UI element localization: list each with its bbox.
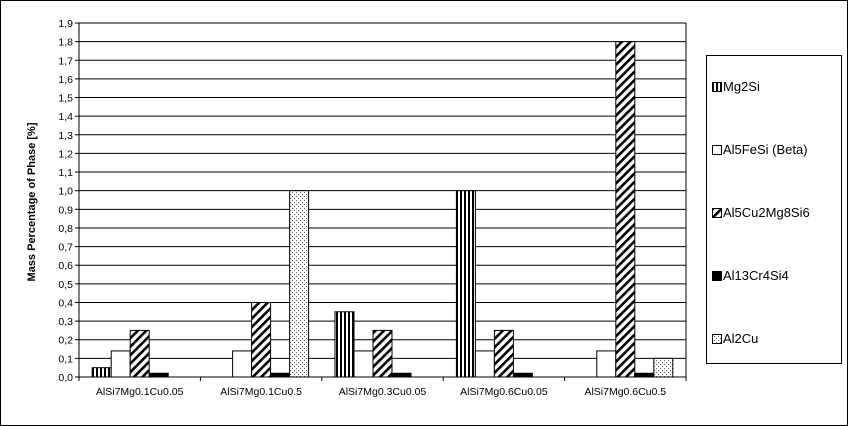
y-tick-label: 1,3: [58, 130, 73, 142]
y-tick-label: 1,7: [58, 55, 73, 67]
legend-label: Al13Cr4Si4: [723, 268, 789, 283]
bar-mg2si: [91, 367, 112, 378]
x-tick-label: AlSi7Mg0.3Cu0.05: [339, 386, 427, 398]
y-tick-label: 1,2: [58, 148, 73, 160]
bar-al13cr4si4: [148, 372, 169, 378]
bars: [91, 41, 674, 378]
legend-item: Al2Cu: [712, 331, 758, 346]
bar-al2cu: [653, 357, 674, 378]
y-tick-label: 1,9: [58, 18, 73, 30]
y-tick-labels: 0,0 0,1 0,2 0,3 0,4 0,5 0,6 0,7 0,8 0,9 1,0 1,1 1,2 1…: [58, 18, 73, 384]
y-tick-label: 1,8: [58, 37, 73, 49]
y-tick-label: 0,5: [58, 279, 73, 291]
y-tick-label: 1,4: [58, 111, 73, 123]
bar-al5fesi-beta: [596, 350, 617, 378]
bar-al5fesi-beta: [110, 350, 131, 378]
bar-al5fesi-beta: [353, 350, 374, 378]
y-tick-label: 0,4: [58, 297, 73, 309]
y-tick-label: 1,0: [58, 186, 73, 198]
legend-swatch: [712, 207, 722, 218]
y-tick-label: 0,8: [58, 223, 73, 235]
x-tick-label: AlSi7Mg0.6Cu0.5: [584, 386, 666, 398]
y-tick-label: 0,7: [58, 242, 73, 254]
legend-label: Mg2Si: [723, 79, 760, 94]
legend-item: Al13Cr4Si4: [712, 268, 789, 283]
bar-al5cu2mg8si6: [129, 329, 150, 378]
legend: Mg2Si Al5FeSi (Beta) Al5Cu2Mg8Si6 Al13Cr4Si…: [706, 55, 842, 364]
y-tick-label: 0,6: [58, 260, 73, 272]
y-tick-label: 1,6: [58, 74, 73, 86]
bar-al5fesi-beta: [232, 350, 253, 378]
legend-swatch: [712, 333, 722, 344]
y-tick-label: 0,2: [58, 335, 73, 347]
legend-swatch: [712, 81, 722, 92]
legend-item: Al5Cu2Mg8Si6: [712, 205, 810, 220]
y-axis-label: Mass Percentage of Phase [%]: [26, 122, 38, 281]
bar-al5cu2mg8si6: [493, 329, 514, 378]
y-tick-label: 1,5: [58, 93, 73, 105]
x-tick-labels: AlSi7Mg0.1Cu0.05 AlSi7Mg0.1Cu0.5 AlSi7Mg0.…: [96, 386, 666, 398]
bar-al5fesi-beta: [474, 350, 495, 378]
x-tick-label: AlSi7Mg0.1Cu0.5: [220, 386, 302, 398]
legend-swatch: [712, 144, 722, 155]
bar-al2cu: [289, 190, 310, 378]
bar-al5cu2mg8si6: [372, 329, 393, 378]
y-tick-label: 1,1: [58, 167, 73, 179]
x-tick-label: AlSi7Mg0.6Cu0.05: [460, 386, 548, 398]
y-tick-label: 0,3: [58, 316, 73, 328]
x-tick-label: AlSi7Mg0.1Cu0.05: [96, 386, 184, 398]
bar-al13cr4si4: [391, 372, 412, 378]
bar-al13cr4si4: [512, 372, 533, 378]
bar-al13cr4si4: [270, 372, 291, 378]
bar-mg2si: [455, 190, 476, 378]
axes: [78, 23, 687, 381]
bar-al5cu2mg8si6: [251, 301, 272, 378]
gridlines: [75, 22, 686, 378]
legend-label: Al5Cu2Mg8Si6: [723, 205, 810, 220]
legend-label: Al5FeSi (Beta): [723, 142, 808, 157]
y-tick-label: 0,9: [58, 204, 73, 216]
legend-label: Al2Cu: [723, 331, 759, 346]
legend-item: Al5FeSi (Beta): [712, 142, 808, 157]
bar-al13cr4si4: [634, 372, 655, 378]
y-tick-label: 0,1: [58, 353, 73, 365]
legend-swatch: [712, 270, 722, 281]
y-tick-label: 0,0: [58, 372, 73, 384]
bar-al5cu2mg8si6: [615, 41, 636, 378]
bar-mg2si: [334, 311, 355, 378]
legend-item: Mg2Si: [712, 79, 760, 94]
